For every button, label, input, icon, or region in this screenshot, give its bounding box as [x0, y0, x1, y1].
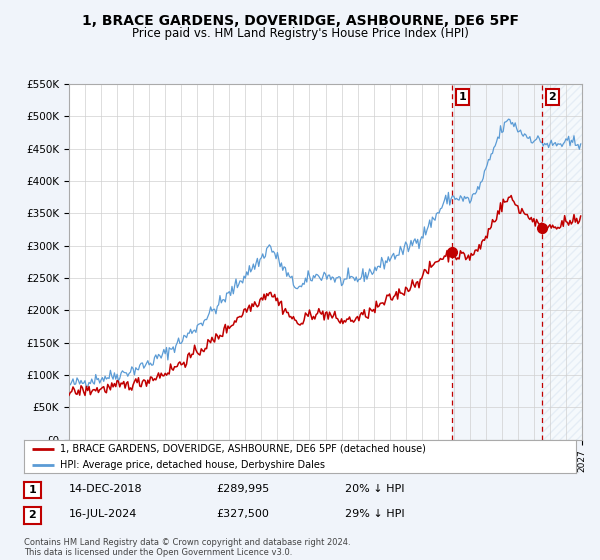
Text: 16-JUL-2024: 16-JUL-2024 — [69, 509, 137, 519]
Bar — [452, 84, 542, 440]
Text: Contains HM Land Registry data © Crown copyright and database right 2024.
This d: Contains HM Land Registry data © Crown c… — [24, 538, 350, 557]
Text: 2: 2 — [548, 92, 556, 102]
Text: 1, BRACE GARDENS, DOVERIDGE, ASHBOURNE, DE6 5PF (detached house): 1, BRACE GARDENS, DOVERIDGE, ASHBOURNE, … — [60, 444, 426, 454]
Text: 1: 1 — [459, 92, 467, 102]
Text: 2: 2 — [29, 510, 36, 520]
Text: HPI: Average price, detached house, Derbyshire Dales: HPI: Average price, detached house, Derb… — [60, 460, 325, 470]
Text: £289,995: £289,995 — [216, 484, 269, 494]
Text: Price paid vs. HM Land Registry's House Price Index (HPI): Price paid vs. HM Land Registry's House … — [131, 27, 469, 40]
Bar — [542, 84, 582, 440]
Text: 20% ↓ HPI: 20% ↓ HPI — [345, 484, 404, 494]
Text: 14-DEC-2018: 14-DEC-2018 — [69, 484, 143, 494]
Text: 1: 1 — [29, 485, 36, 495]
Text: £327,500: £327,500 — [216, 509, 269, 519]
Text: 1, BRACE GARDENS, DOVERIDGE, ASHBOURNE, DE6 5PF: 1, BRACE GARDENS, DOVERIDGE, ASHBOURNE, … — [82, 14, 518, 28]
Text: 29% ↓ HPI: 29% ↓ HPI — [345, 509, 404, 519]
